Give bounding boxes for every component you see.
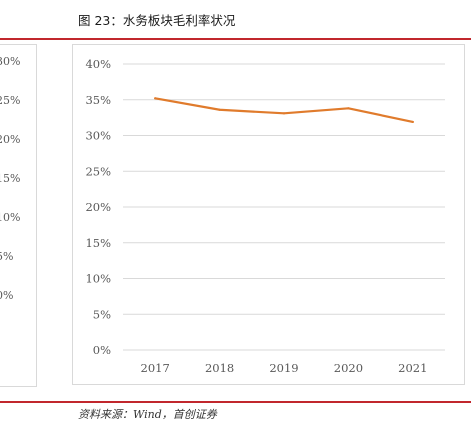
y-tick-label: 20% bbox=[85, 200, 111, 214]
y-tick-label: 30% bbox=[85, 129, 111, 143]
bottom-divider bbox=[0, 401, 471, 403]
x-tick-label: 2021 bbox=[398, 361, 427, 375]
left-tick-label: 10% bbox=[0, 211, 21, 224]
x-tick-label: 2018 bbox=[205, 361, 234, 375]
y-tick-label: 40% bbox=[85, 57, 111, 71]
chart-frame: 0% 5% 10% 15% 20% 25% 30% 35% 40% 2017 2018 2019 202… bbox=[72, 44, 465, 385]
data-point bbox=[218, 108, 221, 111]
left-tick-label: 0% bbox=[0, 289, 14, 302]
data-point bbox=[282, 112, 286, 115]
source-note: 资料来源：Wind，首创证券 bbox=[78, 408, 217, 421]
y-tick-label: 35% bbox=[85, 93, 111, 107]
y-tick-label: 25% bbox=[85, 164, 111, 178]
x-tick-label: 2019 bbox=[269, 361, 298, 375]
x-tick-label: 2020 bbox=[334, 361, 363, 375]
left-tick-label: 25% bbox=[0, 94, 21, 107]
y-tick-label: 5% bbox=[93, 307, 111, 321]
left-tick-label: 30% bbox=[0, 55, 21, 68]
y-tick-label: 0% bbox=[93, 343, 111, 357]
y-tick-label: 15% bbox=[85, 236, 111, 250]
top-divider bbox=[0, 38, 471, 40]
y-tick-label: 10% bbox=[85, 272, 111, 286]
left-tick-label: 20% bbox=[0, 133, 21, 146]
figure-title: 图 23：水务板块毛利率状况 bbox=[78, 13, 236, 28]
left-tick-label: 5% bbox=[0, 250, 14, 263]
x-tick-label: 2017 bbox=[141, 361, 170, 375]
series-line bbox=[154, 97, 414, 124]
adjacent-chart-fragment: 30% 25% 20% 15% 10% 5% 0% bbox=[0, 44, 37, 387]
data-point bbox=[347, 107, 350, 110]
data-point bbox=[411, 120, 414, 124]
data-point bbox=[154, 97, 157, 100]
line-chart: 0% 5% 10% 15% 20% 25% 30% 35% 40% 2017 2018 2019 202… bbox=[85, 57, 445, 375]
left-tick-label: 15% bbox=[0, 172, 21, 185]
